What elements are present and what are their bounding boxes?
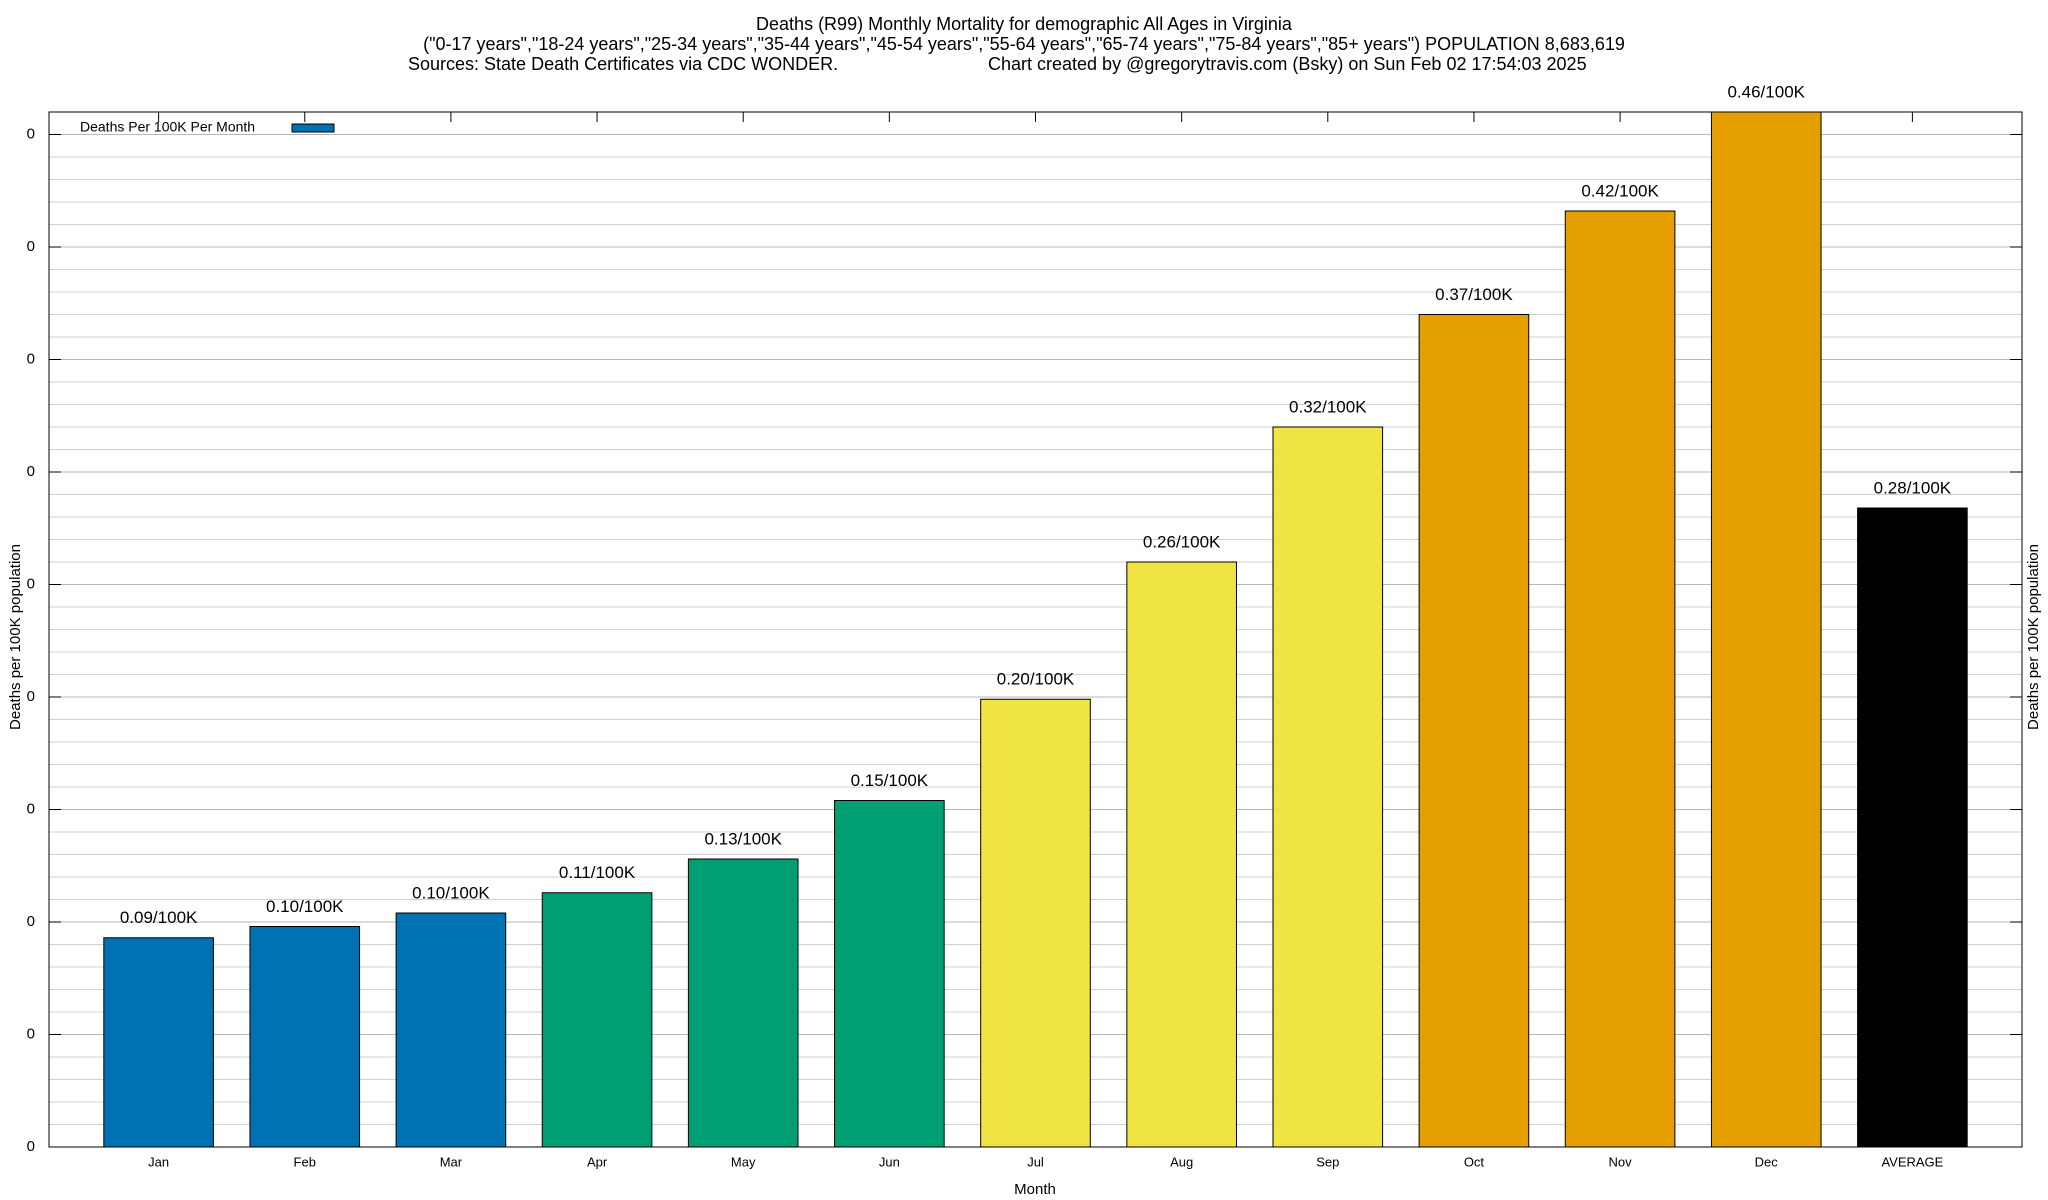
bar bbox=[834, 800, 945, 1148]
y-axis-label: Deaths per 100K population bbox=[7, 544, 24, 730]
y-tick-label: 0 bbox=[27, 575, 35, 592]
x-tick-label: Nov bbox=[1609, 1154, 1633, 1169]
x-tick-label: Oct bbox=[1464, 1154, 1485, 1169]
legend-label: Deaths Per 100K Per Month bbox=[80, 119, 255, 135]
value-label: 0.32/100K bbox=[1289, 397, 1367, 416]
x-tick-label: Jan bbox=[148, 1154, 169, 1169]
x-tick-label: AVERAGE bbox=[1881, 1154, 1943, 1169]
chart-subtitle: ("0-17 years","18-24 years","25-34 years… bbox=[423, 34, 1625, 54]
value-label: 0.26/100K bbox=[1143, 532, 1221, 551]
y-tick-label: 0 bbox=[27, 125, 35, 142]
value-label: 0.09/100K bbox=[120, 908, 198, 927]
y-tick-label: 0 bbox=[27, 463, 35, 480]
x-tick-label: Dec bbox=[1755, 1154, 1779, 1169]
y2-axis-label: Deaths per 100K population bbox=[2025, 544, 2042, 730]
x-tick-label: Sep bbox=[1316, 1154, 1339, 1169]
x-tick-label: Jun bbox=[879, 1154, 900, 1169]
value-label: 0.42/100K bbox=[1581, 181, 1659, 200]
legend-swatch bbox=[291, 123, 335, 133]
x-tick-label: Mar bbox=[440, 1154, 463, 1169]
value-label: 0.13/100K bbox=[704, 829, 782, 848]
value-label: 0.10/100K bbox=[266, 897, 344, 916]
y-tick-label: 0 bbox=[27, 1025, 35, 1042]
chart-title: Deaths (R99) Monthly Mortality for demog… bbox=[756, 14, 1293, 34]
bar bbox=[1857, 507, 1968, 1148]
bar bbox=[1418, 314, 1530, 1148]
value-label: 0.10/100K bbox=[412, 883, 490, 902]
bar bbox=[395, 912, 507, 1148]
bar bbox=[687, 858, 799, 1148]
bar bbox=[541, 892, 653, 1148]
bar bbox=[103, 937, 214, 1148]
value-label: 0.46/100K bbox=[1727, 82, 1805, 101]
y-tick-label: 0 bbox=[27, 913, 35, 930]
y-tick-label: 0 bbox=[27, 800, 35, 817]
credit-note: Chart created by @gregorytravis.com (Bsk… bbox=[988, 54, 1587, 74]
x-tick-label: Feb bbox=[294, 1154, 316, 1169]
value-label: 0.37/100K bbox=[1435, 285, 1513, 304]
x-axis-label: Month bbox=[1014, 1181, 1056, 1198]
bar bbox=[1126, 561, 1237, 1148]
y-tick-label: 0 bbox=[27, 350, 35, 367]
y-tick-label: 0 bbox=[27, 688, 35, 705]
x-tick-label: May bbox=[731, 1154, 756, 1169]
bar bbox=[1710, 111, 1822, 1148]
value-label: 0.11/100K bbox=[559, 863, 636, 882]
value-label: 0.28/100K bbox=[1874, 478, 1952, 497]
source-note: Sources: State Death Certificates via CD… bbox=[408, 54, 838, 74]
y-tick-label: 0 bbox=[27, 238, 35, 255]
value-label: 0.15/100K bbox=[851, 771, 929, 790]
value-label: 0.20/100K bbox=[997, 670, 1075, 689]
bar bbox=[980, 698, 1091, 1148]
bar bbox=[1564, 210, 1676, 1148]
x-tick-label: Apr bbox=[587, 1154, 608, 1169]
x-tick-label: Jul bbox=[1027, 1154, 1044, 1169]
x-tick-label: Aug bbox=[1170, 1154, 1193, 1169]
bar bbox=[249, 926, 361, 1148]
bar bbox=[1272, 426, 1384, 1148]
y-tick-label: 0 bbox=[27, 1138, 35, 1155]
